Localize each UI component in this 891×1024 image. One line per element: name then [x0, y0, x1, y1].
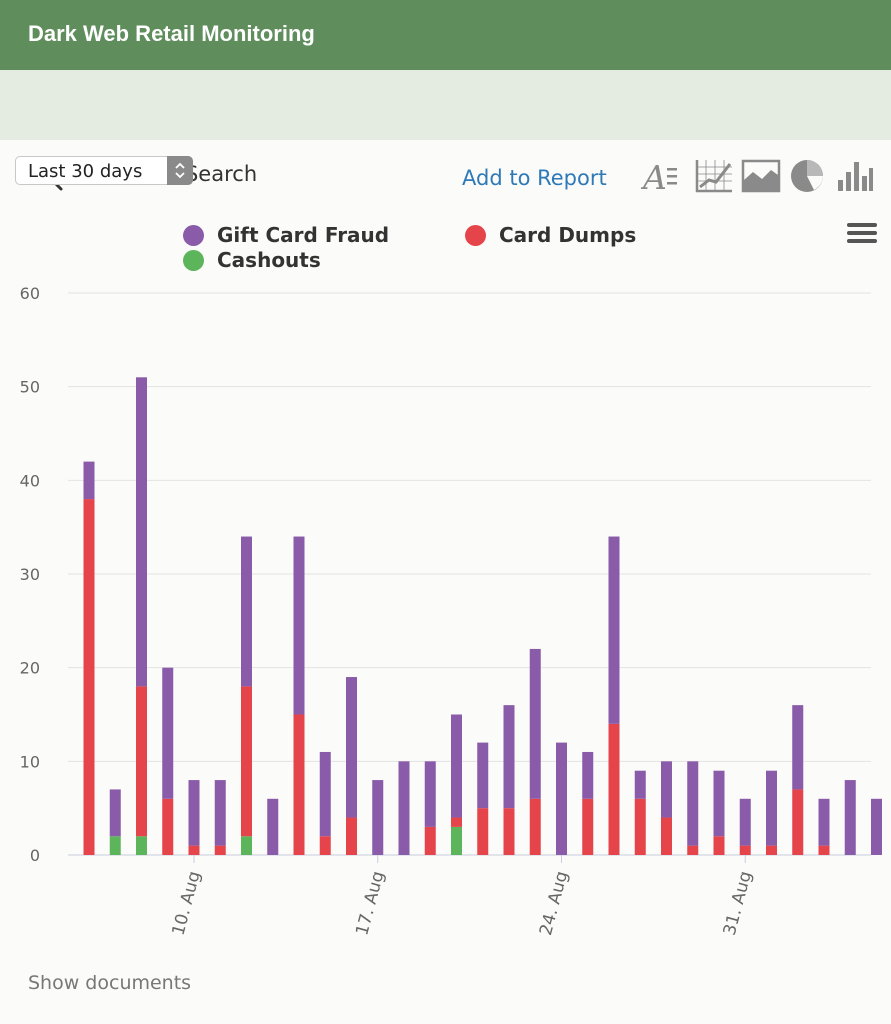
bar-gift-card-fraud [529, 648, 541, 799]
y-tick-label: 10 [20, 752, 40, 771]
bar-gift-card-fraud [556, 742, 567, 855]
bar-card-dumps [687, 845, 699, 855]
x-tick-label: 10. Aug [169, 869, 205, 938]
bar-cashouts [109, 836, 121, 855]
bar-card-dumps [582, 798, 594, 855]
bar-cashouts [451, 826, 462, 855]
bar-card-dumps [424, 826, 436, 855]
bar-gift-card-fraud [293, 536, 305, 715]
x-tick-label: 17. Aug [352, 869, 388, 938]
line-chart-icon[interactable] [694, 158, 734, 194]
pie-chart-icon[interactable] [788, 158, 828, 194]
stacked-bar-chart: 0 10 20 30 40 50 60 10. Aug 17. Aug 24. Aug 31. Au… [20, 284, 882, 938]
bar-card-dumps [346, 817, 357, 855]
legend-label: Cashouts [217, 248, 321, 272]
bar-gift-card-fraud [136, 377, 147, 687]
bar-gift-card-fraud [451, 714, 462, 818]
y-tick-label: 0 [30, 846, 40, 865]
bar-gift-card-fraud [634, 770, 646, 799]
bar-card-dumps [766, 845, 777, 855]
search-bar[interactable]: $DarkWebSearch [0, 70, 891, 191]
app-header: Dark Web Retail Monitoring [0, 0, 891, 70]
date-range-stepper[interactable] [167, 156, 193, 185]
bar-gift-card-fraud [214, 780, 226, 846]
y-tick-label: 30 [20, 565, 40, 584]
bar-card-dumps [661, 817, 672, 855]
bar-card-dumps [634, 798, 646, 855]
svg-text:A: A [641, 158, 667, 194]
show-documents-link[interactable]: Show documents [28, 972, 192, 994]
bar-gift-card-fraud [267, 798, 279, 855]
y-tick-label: 40 [20, 471, 40, 490]
legend-dot [465, 224, 486, 246]
bar-card-dumps [136, 686, 147, 837]
bar-gift-card-fraud [109, 789, 121, 837]
bar-card-dumps [319, 836, 331, 855]
x-tick-label: 24. Aug [536, 869, 572, 938]
date-range-select[interactable]: Last 30 days [15, 156, 193, 185]
bar-card-dumps [451, 817, 462, 827]
area-chart-icon[interactable] [741, 158, 781, 194]
bar-gift-card-fraud [687, 761, 699, 846]
y-tick-label: 60 [20, 284, 40, 303]
bar-gift-card-fraud [871, 798, 882, 855]
bar-gift-card-fraud [792, 705, 804, 790]
app-title: Dark Web Retail Monitoring [28, 21, 315, 46]
bar-cashouts [136, 836, 147, 855]
bar-gift-card-fraud [582, 751, 594, 799]
add-to-report-link[interactable]: Add to Report [462, 166, 607, 190]
bar-card-dumps [739, 845, 751, 855]
bar-gift-card-fraud [766, 770, 777, 846]
legend-item-gift-card-fraud[interactable]: Gift Card Fraud [183, 223, 389, 247]
bar-card-dumps [818, 845, 830, 855]
bar-gift-card-fraud [162, 667, 174, 799]
y-tick-label: 20 [20, 659, 40, 678]
y-tick-label: 50 [20, 378, 40, 397]
bar-gift-card-fraud [739, 798, 751, 846]
bar-gift-card-fraud [844, 780, 856, 855]
chevron-updown-icon [175, 162, 185, 179]
bar-card-dumps [503, 808, 515, 855]
legend-item-cashouts[interactable]: Cashouts [183, 248, 321, 272]
x-tick-label: 31. Aug [720, 869, 756, 938]
bar-card-dumps [608, 723, 620, 855]
hamburger-menu-icon[interactable] [846, 222, 878, 244]
legend-dot [183, 224, 204, 246]
bar-gift-card-fraud [372, 780, 384, 855]
bar-gift-card-fraud [83, 461, 95, 500]
legend-dot [183, 249, 204, 271]
bar-card-dumps [188, 845, 200, 855]
legend-label: Gift Card Fraud [217, 223, 390, 247]
legend-item-card-dumps[interactable]: Card Dumps [465, 223, 636, 247]
bar-gift-card-fraud [477, 742, 489, 809]
bar-gift-card-fraud [503, 705, 515, 809]
bar-card-dumps [713, 836, 725, 855]
bar-card-dumps [477, 808, 489, 855]
bar-gift-card-fraud [398, 761, 410, 855]
bar-card-dumps [293, 714, 305, 855]
bar-gift-card-fraud [661, 761, 672, 818]
date-range-value: Last 30 days [28, 161, 143, 182]
bar-gift-card-fraud [346, 677, 357, 818]
bar-card-dumps [241, 686, 252, 837]
bar-cashouts [241, 836, 252, 855]
bar-card-dumps [162, 798, 174, 855]
text-view-icon[interactable]: A [641, 158, 681, 194]
bar-gift-card-fraud [818, 798, 830, 846]
bar-gift-card-fraud [241, 536, 252, 687]
bar-card-dumps [529, 798, 541, 855]
bar-card-dumps [214, 845, 226, 855]
bar-gift-card-fraud [424, 761, 436, 827]
bar-card-dumps [792, 789, 804, 855]
bar-gift-card-fraud [319, 751, 331, 837]
bar-gift-card-fraud [713, 770, 725, 837]
bar-gift-card-fraud [188, 780, 200, 846]
bar-gift-card-fraud [608, 536, 620, 724]
legend-label: Card Dumps [499, 223, 637, 247]
bar-chart-icon[interactable] [835, 158, 875, 194]
bar-card-dumps [83, 499, 95, 855]
